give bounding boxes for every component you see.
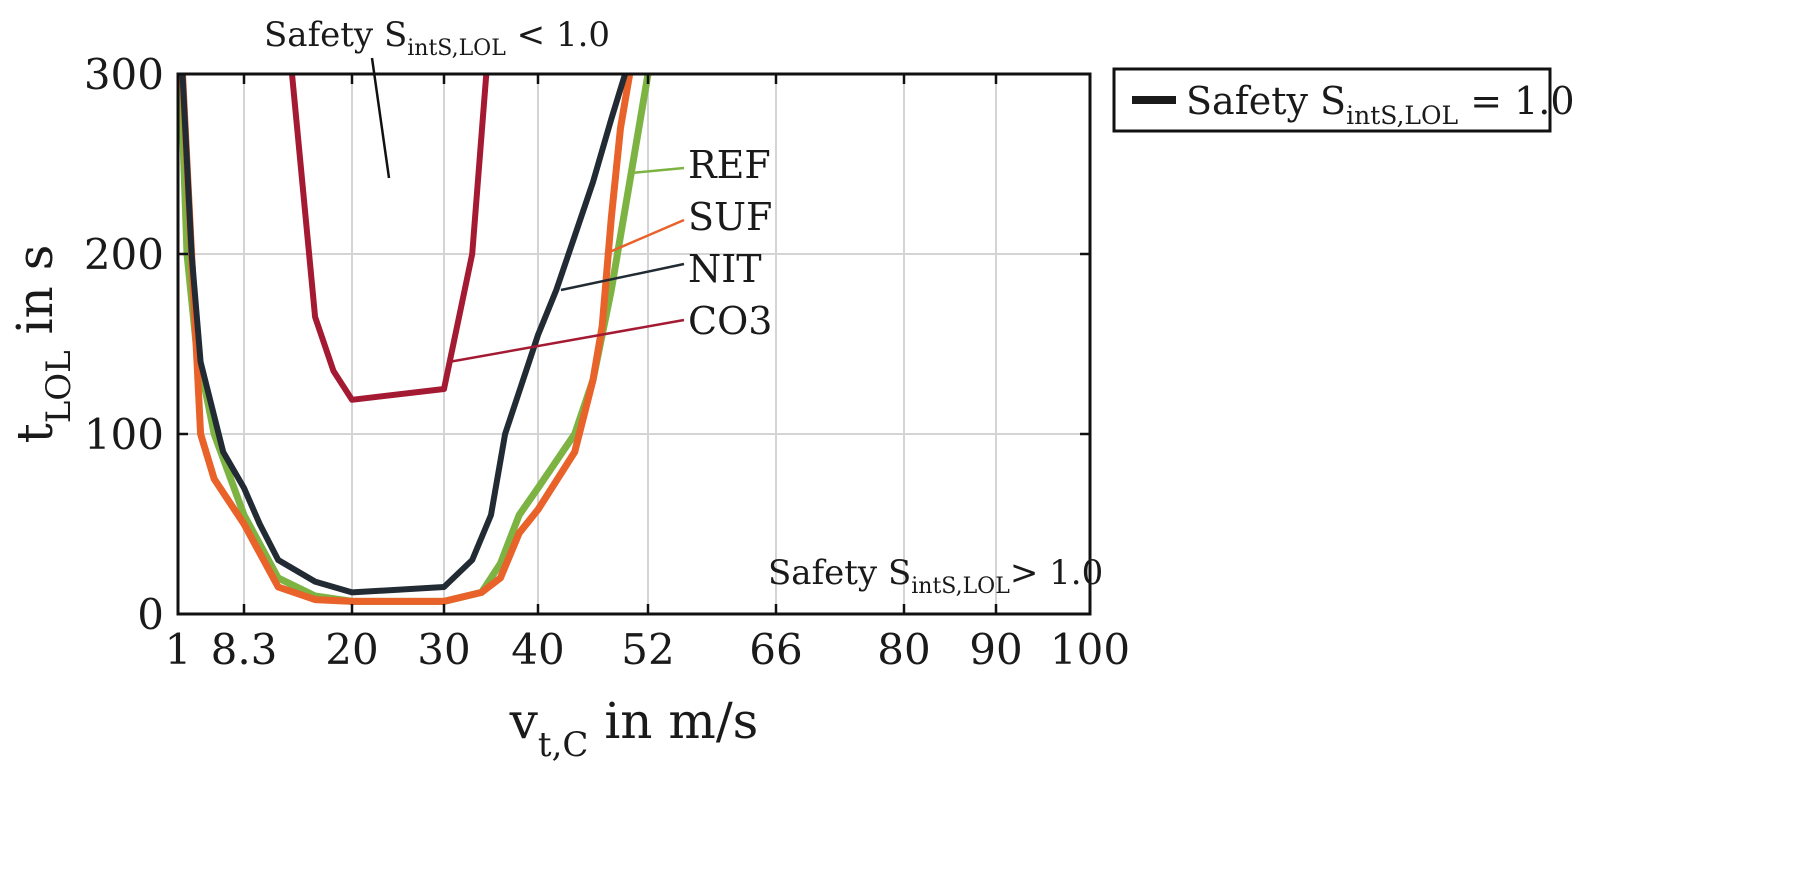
y-axis-label-rest: in s xyxy=(6,245,64,351)
series-label-ref: REF xyxy=(688,143,771,187)
annotation-safe-sub: intS,LOL xyxy=(911,574,1010,599)
series-label-co3: CO3 xyxy=(688,299,772,343)
annotation-unsafe-rest: < 1.0 xyxy=(506,15,610,55)
x-tick-label: 90 xyxy=(969,625,1022,674)
x-axis-label-main: v xyxy=(509,692,539,750)
annotation-safe-region: Safety SintS,LOL> 1.0 xyxy=(768,553,1103,599)
y-tick-label: 300 xyxy=(84,50,164,99)
annotation-unsafe-region: Safety SintS,LOL < 1.0 xyxy=(264,15,610,61)
legend-entry-main: Safety S xyxy=(1186,79,1346,123)
x-axis-label-rest: in m/s xyxy=(588,692,758,750)
x-tick-label: 40 xyxy=(511,625,564,674)
x-tick-labels: 1 8.3 20 30 40 52 66 80 90 100 xyxy=(165,625,1130,674)
x-tick-label: 80 xyxy=(877,625,930,674)
legend-entry-sub: intS,LOL xyxy=(1346,101,1458,130)
legend-entry: Safety SintS,LOL = 1.0 xyxy=(1186,79,1575,130)
tick-marks xyxy=(176,72,1092,616)
y-tick-label: 100 xyxy=(84,410,164,459)
x-tick-label: 52 xyxy=(621,625,674,674)
annotation-safe-rest: > 1.0 xyxy=(1010,553,1103,593)
x-tick-label: 8.3 xyxy=(211,625,278,674)
y-tick-label: 0 xyxy=(137,590,164,639)
annotation-unsafe-leader xyxy=(370,57,391,179)
legend-entry-rest: = 1.0 xyxy=(1458,79,1574,123)
series-label-suf: SUF xyxy=(688,195,772,239)
series-leader-co3 xyxy=(448,318,685,364)
series-line-co3 xyxy=(289,74,490,403)
x-axis-label-sub: t,C xyxy=(538,725,589,765)
grid-lines xyxy=(178,74,1090,614)
x-tick-label: 66 xyxy=(749,625,802,674)
x-axis-label: vt,C in m/s xyxy=(509,692,759,765)
x-tick-label: 20 xyxy=(325,625,378,674)
series-label-nit: NIT xyxy=(688,247,762,291)
y-axis-label-sub: LOL xyxy=(39,350,79,423)
y-tick-labels: 0 100 200 300 xyxy=(84,50,164,639)
series-layer xyxy=(178,74,652,605)
plot-frame xyxy=(176,72,1092,616)
x-tick-label: 100 xyxy=(1050,625,1130,674)
series-line-suf xyxy=(179,74,634,605)
annotation-unsafe-main: Safety S xyxy=(264,15,407,55)
series-labels: REF SUF NIT CO3 xyxy=(448,143,772,364)
y-tick-label: 200 xyxy=(84,230,164,279)
series-line-nit xyxy=(179,74,629,596)
annotation-unsafe-sub: intS,LOL xyxy=(407,36,506,61)
series-leader-ref xyxy=(631,166,685,175)
x-tick-label: 1 xyxy=(165,625,192,674)
y-axis-label: tLOL in s xyxy=(6,245,79,444)
y-axis-label-main: t xyxy=(6,423,64,443)
legend-box xyxy=(1112,67,1552,133)
x-tick-label: 30 xyxy=(417,625,470,674)
annotation-safe-main: Safety S xyxy=(768,553,911,593)
series-leader-suf xyxy=(604,218,685,256)
legend: Safety SintS,LOL = 1.0 xyxy=(1112,67,1575,133)
series-leader-nit xyxy=(560,262,685,292)
